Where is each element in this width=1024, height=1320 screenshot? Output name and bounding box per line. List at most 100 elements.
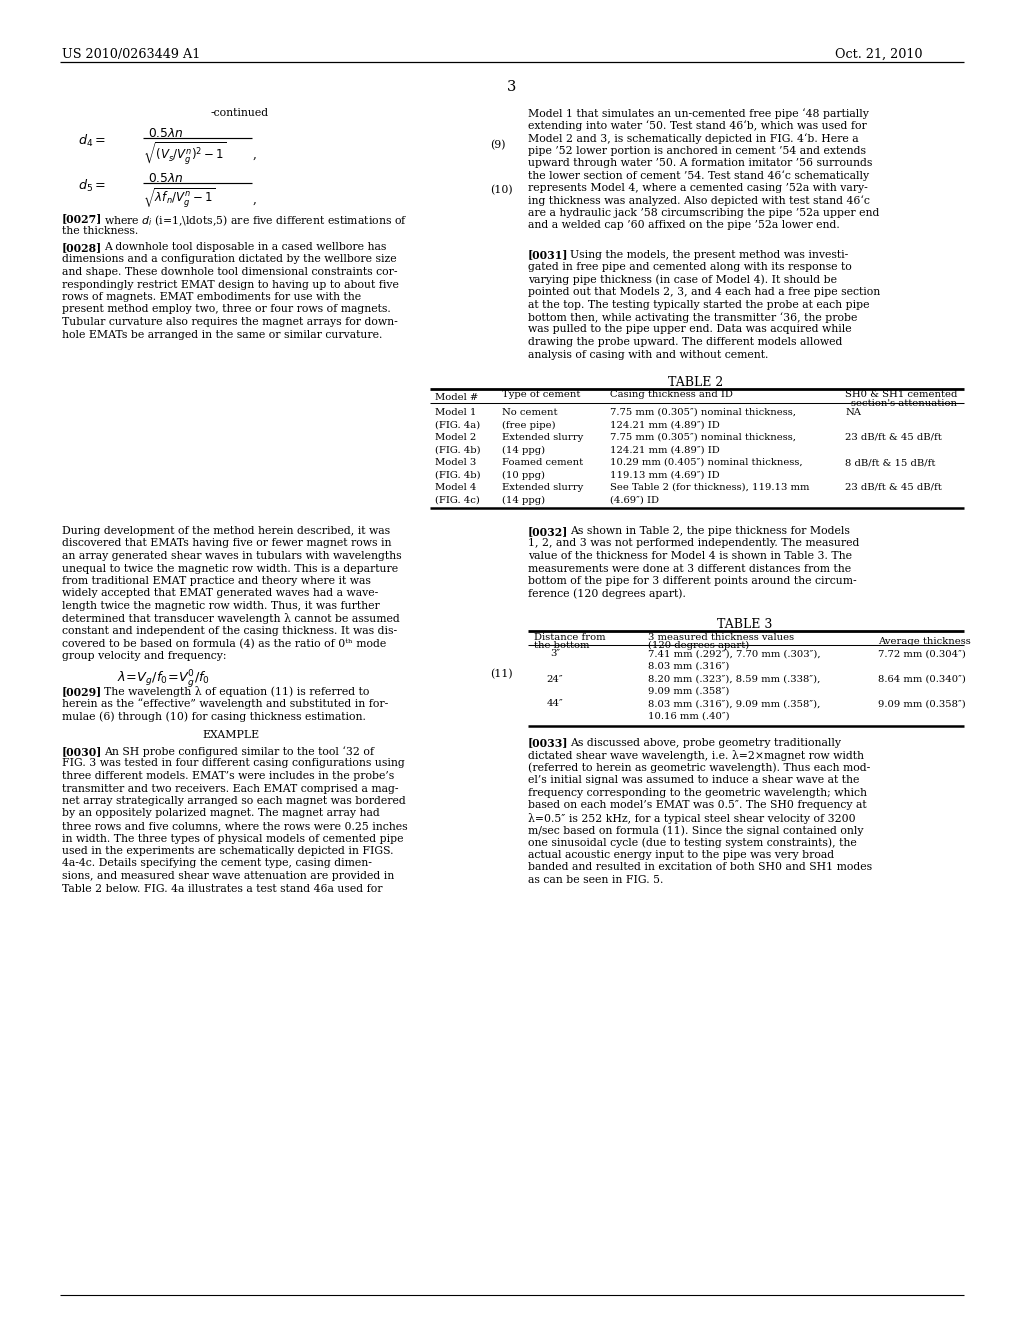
Text: Tubular curvature also requires the magnet arrays for down-: Tubular curvature also requires the magn… [62,317,397,327]
Text: SH0 & SH1 cemented: SH0 & SH1 cemented [845,389,957,399]
Text: NA: NA [845,408,861,417]
Text: 7.75 mm (0.305″) nominal thickness,: 7.75 mm (0.305″) nominal thickness, [610,408,796,417]
Text: (14 ppg): (14 ppg) [502,495,545,504]
Text: the bottom: the bottom [534,640,590,649]
Text: 44″: 44″ [547,700,563,709]
Text: See Table 2 (for thickness), 119.13 mm: See Table 2 (for thickness), 119.13 mm [610,483,810,492]
Text: extending into water ‘50. Test stand 46‘b, which was used for: extending into water ‘50. Test stand 46‘… [528,120,866,131]
Text: Table 2 below. FIG. 4a illustrates a test stand 46a used for: Table 2 below. FIG. 4a illustrates a tes… [62,883,383,894]
Text: frequency corresponding to the geometric wavelength; which: frequency corresponding to the geometric… [528,788,867,797]
Text: sions, and measured shear wave attenuation are provided in: sions, and measured shear wave attenuati… [62,871,394,880]
Text: 10.16 mm (.40″): 10.16 mm (.40″) [648,711,730,721]
Text: $d_4 =$: $d_4 =$ [78,133,105,149]
Text: varying pipe thickness (in case of Model 4). It should be: varying pipe thickness (in case of Model… [528,275,837,285]
Text: gated in free pipe and cemented along with its response to: gated in free pipe and cemented along wi… [528,261,852,272]
Text: A downhole tool disposable in a cased wellbore has: A downhole tool disposable in a cased we… [104,242,386,252]
Text: Model 1: Model 1 [435,408,476,417]
Text: Model 3: Model 3 [435,458,476,467]
Text: 23 dB/ft & 45 dB/ft: 23 dB/ft & 45 dB/ft [845,433,942,442]
Text: An SH probe configured similar to the tool ‘32 of: An SH probe configured similar to the to… [104,746,374,756]
Text: (10): (10) [490,185,513,195]
Text: 124.21 mm (4.89″) ID: 124.21 mm (4.89″) ID [610,421,720,429]
Text: length twice the magnetic row width. Thus, it was further: length twice the magnetic row width. Thu… [62,601,380,611]
Text: (9): (9) [490,140,506,150]
Text: 7.72 mm (0.304″): 7.72 mm (0.304″) [878,649,966,659]
Text: (10 ppg): (10 ppg) [502,470,545,479]
Text: as can be seen in FIG. 5.: as can be seen in FIG. 5. [528,875,664,884]
Text: No cement: No cement [502,408,557,417]
Text: Oct. 21, 2010: Oct. 21, 2010 [835,48,923,61]
Text: 124.21 mm (4.89″) ID: 124.21 mm (4.89″) ID [610,446,720,454]
Text: constant and independent of the casing thickness. It was dis-: constant and independent of the casing t… [62,626,397,636]
Text: US 2010/0263449 A1: US 2010/0263449 A1 [62,48,201,61]
Text: $\sqrt{(V_s/V_g^n)^2-1}$: $\sqrt{(V_s/V_g^n)^2-1}$ [143,141,227,168]
Text: EXAMPLE: EXAMPLE [202,730,259,739]
Text: el’s initial signal was assumed to induce a shear wave at the: el’s initial signal was assumed to induc… [528,775,859,785]
Text: 1, 2, and 3 was not performed independently. The measured: 1, 2, and 3 was not performed independen… [528,539,859,549]
Text: [0027]: [0027] [62,213,102,224]
Text: Model 2: Model 2 [435,433,476,442]
Text: ,: , [253,193,257,206]
Text: bottom of the pipe for 3 different points around the circum-: bottom of the pipe for 3 different point… [528,576,857,586]
Text: measurements were done at 3 different distances from the: measurements were done at 3 different di… [528,564,851,573]
Text: (FIG. 4b): (FIG. 4b) [435,446,480,454]
Text: [0030]: [0030] [62,746,102,756]
Text: in width. The three types of physical models of cemented pipe: in width. The three types of physical mo… [62,833,403,843]
Text: Foamed cement: Foamed cement [502,458,583,467]
Text: Model 1 that simulates an un-cemented free pipe ‘48 partially: Model 1 that simulates an un-cemented fr… [528,108,869,119]
Text: 8 dB/ft & 15 dB/ft: 8 dB/ft & 15 dB/ft [845,458,935,467]
Text: 3: 3 [507,81,517,94]
Text: upward through water ’50. A formation imitator ’56 surrounds: upward through water ’50. A formation im… [528,158,872,168]
Text: mulae (6) through (10) for casing thickness estimation.: mulae (6) through (10) for casing thickn… [62,711,366,722]
Text: and shape. These downhole tool dimensional constraints cor-: and shape. These downhole tool dimension… [62,267,397,277]
Text: dictated shear wave wavelength, i.e. λ=2×magnet row width: dictated shear wave wavelength, i.e. λ=2… [528,750,864,762]
Text: (free pipe): (free pipe) [502,421,556,429]
Text: one sinusoidal cycle (due to testing system constraints), the: one sinusoidal cycle (due to testing sys… [528,837,857,847]
Text: TABLE 2: TABLE 2 [669,376,724,389]
Text: -continued: -continued [211,108,269,117]
Text: ing thickness was analyzed. Also depicted with test stand 46‘c: ing thickness was analyzed. Also depicte… [528,195,869,206]
Text: 9.09 mm (.358″): 9.09 mm (.358″) [648,686,729,696]
Text: [0033]: [0033] [528,738,568,748]
Text: from traditional EMAT practice and theory where it was: from traditional EMAT practice and theor… [62,576,371,586]
Text: hole EMATs be arranged in the same or similar curvature.: hole EMATs be arranged in the same or si… [62,330,382,339]
Text: was pulled to the pipe upper end. Data was acquired while: was pulled to the pipe upper end. Data w… [528,325,852,334]
Text: widely accepted that EMAT generated waves had a wave-: widely accepted that EMAT generated wave… [62,589,378,598]
Text: 3″: 3″ [550,649,560,659]
Text: analysis of casing with and without cement.: analysis of casing with and without ceme… [528,350,768,359]
Text: (FIG. 4b): (FIG. 4b) [435,470,480,479]
Text: based on each model’s EMAT was 0.5″. The SH0 frequency at: based on each model’s EMAT was 0.5″. The… [528,800,866,810]
Text: used in the experiments are schematically depicted in FIGS.: used in the experiments are schematicall… [62,846,393,855]
Text: Model 2 and 3, is schematically depicted in FIG. 4‘b. Here a: Model 2 and 3, is schematically depicted… [528,133,859,144]
Text: $\lambda\!=\!V_g/f_0\!=\!V_g^0/f_0$: $\lambda\!=\!V_g/f_0\!=\!V_g^0/f_0$ [117,668,210,689]
Text: an array generated shear waves in tubulars with wavelengths: an array generated shear waves in tubula… [62,550,401,561]
Text: represents Model 4, where a cemented casing ’52a with vary-: represents Model 4, where a cemented cas… [528,183,867,193]
Text: (4.69″) ID: (4.69″) ID [610,495,659,504]
Text: 7.41 mm (.292″), 7.70 mm (.303″),: 7.41 mm (.292″), 7.70 mm (.303″), [648,649,820,659]
Text: [0029]: [0029] [62,686,102,697]
Text: ference (120 degrees apart).: ference (120 degrees apart). [528,589,686,599]
Text: $0.5\lambda n$: $0.5\lambda n$ [148,127,183,140]
Text: λ=0.5″ is 252 kHz, for a typical steel shear velocity of 3200: λ=0.5″ is 252 kHz, for a typical steel s… [528,813,856,824]
Text: actual acoustic energy input to the pipe was very broad: actual acoustic energy input to the pipe… [528,850,835,861]
Text: at the top. The testing typically started the probe at each pipe: at the top. The testing typically starte… [528,300,869,309]
Text: are a hydraulic jack ’58 circumscribing the pipe ’52a upper end: are a hydraulic jack ’58 circumscribing … [528,209,880,218]
Text: The wavelength λ of equation (11) is referred to: The wavelength λ of equation (11) is ref… [104,686,370,697]
Text: $\sqrt{\lambda f_n/V_g^n-1}$: $\sqrt{\lambda f_n/V_g^n-1}$ [143,186,215,210]
Text: (FIG. 4a): (FIG. 4a) [435,421,480,429]
Text: 7.75 mm (0.305″) nominal thickness,: 7.75 mm (0.305″) nominal thickness, [610,433,796,442]
Text: and a welded cap ’60 affixed on the pipe ’52a lower end.: and a welded cap ’60 affixed on the pipe… [528,220,840,231]
Text: $0.5\lambda n$: $0.5\lambda n$ [148,172,183,185]
Text: During development of the method herein described, it was: During development of the method herein … [62,525,390,536]
Text: 3 measured thickness values: 3 measured thickness values [648,632,795,642]
Text: Type of cement: Type of cement [502,389,581,399]
Text: the lower section of cement ’54. Test stand 46‘c schematically: the lower section of cement ’54. Test st… [528,170,869,181]
Text: (14 ppg): (14 ppg) [502,446,545,454]
Text: banded and resulted in excitation of both SH0 and SH1 modes: banded and resulted in excitation of bot… [528,862,872,873]
Text: pipe ’52 lower portion is anchored in cement ’54 and extends: pipe ’52 lower portion is anchored in ce… [528,145,866,156]
Text: respondingly restrict EMAT design to having up to about five: respondingly restrict EMAT design to hav… [62,280,399,289]
Text: where $d_i$ (i=1,\ldots,5) are five different estimations of: where $d_i$ (i=1,\ldots,5) are five diff… [104,213,408,227]
Text: 119.13 mm (4.69″) ID: 119.13 mm (4.69″) ID [610,470,720,479]
Text: Distance from: Distance from [534,632,605,642]
Text: pointed out that Models 2, 3, and 4 each had a free pipe section: pointed out that Models 2, 3, and 4 each… [528,286,881,297]
